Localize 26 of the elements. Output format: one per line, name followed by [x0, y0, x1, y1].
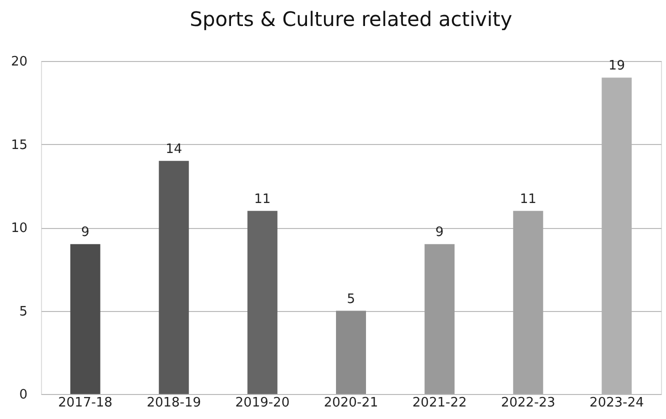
chart-title: Sports & Culture related activity [190, 7, 512, 31]
x-tick-label: 2023-24 [590, 396, 644, 410]
bar [513, 210, 544, 394]
data-label: 5 [346, 292, 356, 307]
x-tick-label: 2019-20 [235, 396, 290, 410]
x-tick-label: 2022-23 [500, 396, 556, 410]
data-label: 11 [520, 192, 536, 207]
data-label: 11 [254, 192, 271, 207]
y-tick-label: 15 [10, 138, 28, 153]
bar [424, 244, 455, 394]
bar [247, 210, 278, 394]
y-tick-label: 0 [19, 388, 28, 402]
x-tick-label: 2020-21 [324, 396, 378, 410]
x-tick-label: 2018-19 [146, 396, 202, 410]
x-tick-label: 2017-18 [58, 396, 112, 410]
y-tick-label: 10 [10, 221, 28, 236]
data-label: 19 [608, 58, 625, 74]
data-label: 9 [435, 225, 444, 240]
y-tick-label: 5 [19, 304, 28, 320]
data-label: 14 [166, 142, 182, 157]
bar [70, 244, 100, 394]
x-tick-label: 2021-22 [412, 396, 467, 410]
bar [158, 160, 189, 394]
data-label: 9 [81, 225, 90, 240]
y-tick-label: 20 [10, 54, 28, 70]
bar [336, 310, 366, 394]
